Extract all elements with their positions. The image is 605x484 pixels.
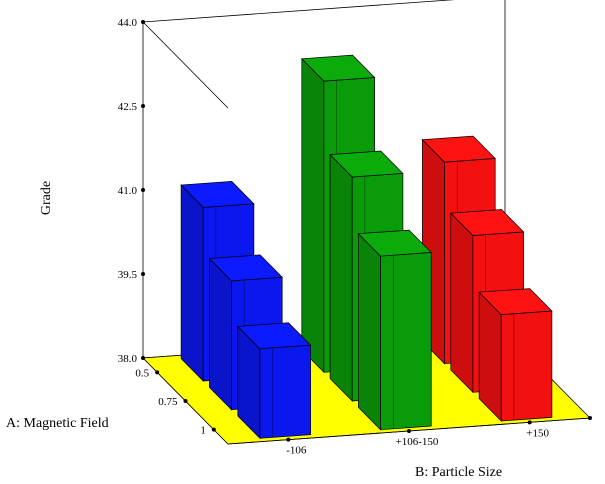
x-tick-mark <box>407 429 411 433</box>
bar-top-face <box>180 181 255 208</box>
bar-top-face <box>450 209 525 236</box>
y-tick-mark <box>211 427 216 432</box>
bar-front-face <box>500 310 553 422</box>
bar--106-1 <box>237 322 312 440</box>
z-tick-mark <box>141 272 145 276</box>
z-tick-mark <box>141 356 145 360</box>
bar-+150-1 <box>478 288 553 422</box>
bar-top-face <box>478 288 553 315</box>
bar-+106-150-1 <box>357 229 432 431</box>
bars <box>180 54 553 440</box>
bar-top-face <box>329 150 404 178</box>
z-tick-mark <box>141 20 145 24</box>
chart-front-frame <box>155 370 592 445</box>
frame-edge-2 <box>142 0 455 23</box>
y-tick-label: 0.5 <box>135 367 149 379</box>
x-tick-mark <box>527 420 532 425</box>
x-tick-mark <box>286 437 291 442</box>
bar-side-face <box>450 212 474 394</box>
bar-front-face <box>380 252 432 431</box>
bar-front-face <box>259 344 311 439</box>
x-axis-title: B: Particle Size <box>415 465 502 480</box>
bar-top-face <box>208 254 283 282</box>
bar-side-face <box>329 153 353 402</box>
z-axis-title: Grade <box>39 181 54 215</box>
bar-top-face <box>301 54 376 82</box>
bar-side-face <box>358 232 381 431</box>
labels: Grade A: Magnetic Field B: Particle Size… <box>6 17 550 480</box>
bar-side-face <box>180 184 204 382</box>
bar-top-face <box>357 229 432 257</box>
x-tick-label: +106-150 <box>396 436 439 448</box>
z-tick-label: 41.0 <box>118 185 138 197</box>
x-tick-label: +150 <box>526 427 549 439</box>
z-tick-mark <box>141 104 145 108</box>
z-tick-mark <box>141 188 145 192</box>
bar-top-face <box>237 322 312 350</box>
z-tick-label: 42.5 <box>118 101 138 113</box>
x-tick-label: -106 <box>286 445 307 457</box>
z-tick-label: 39.5 <box>118 269 138 281</box>
y-axis-title: A: Magnetic Field <box>6 416 109 431</box>
y-tick-mark <box>183 399 188 403</box>
frame-edge-5 <box>142 21 229 109</box>
y-tick-label: 0.75 <box>158 396 178 408</box>
z-tick-label: 44.0 <box>118 17 138 29</box>
y-tick-mark <box>155 370 160 375</box>
bar-top-face <box>421 135 496 163</box>
bar-side-face <box>301 57 325 374</box>
y-tick-label: 1 <box>200 425 206 437</box>
z-tick-label: 38.0 <box>118 353 138 365</box>
x-tick-mark <box>588 416 592 420</box>
bar-side-face <box>209 257 232 411</box>
